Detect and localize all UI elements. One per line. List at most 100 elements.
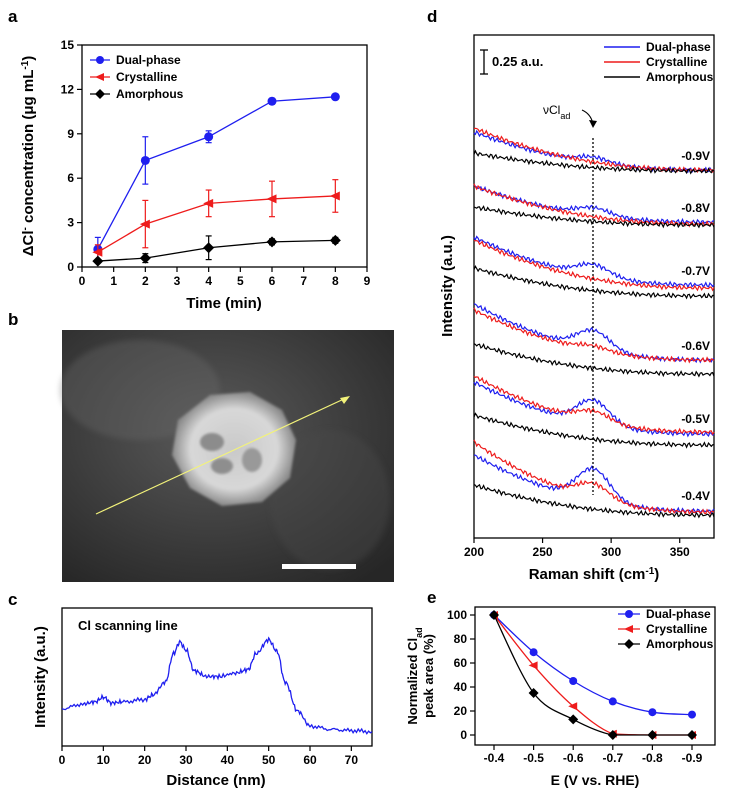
y-tick-label: 60 (454, 656, 468, 670)
x-tick-label: 200 (464, 545, 484, 559)
raman-spectrum (473, 439, 715, 516)
particle-dark-region (200, 433, 224, 451)
data-point (139, 219, 150, 229)
y-tick-label: 80 (454, 632, 468, 646)
x-tick-label: 10 (97, 753, 111, 767)
raman-spectrum (473, 342, 715, 378)
y-tick-label: 20 (454, 704, 468, 718)
panel-e-xlabel: E (V vs. RHE) (551, 772, 640, 788)
legend-label: Dual-phase (646, 607, 711, 621)
x-tick-label: 350 (670, 545, 690, 559)
data-point (528, 661, 538, 670)
panel-e-ylabel-line2: peak area (%) (421, 634, 436, 718)
y-tick-label: 0 (67, 260, 74, 274)
potential-label: -0.4V (681, 489, 710, 503)
x-tick-label: 40 (221, 753, 235, 767)
x-tick-label: 70 (345, 753, 359, 767)
raman-spectrum (473, 483, 715, 519)
y-tick-label: 40 (454, 680, 468, 694)
scan-line (95, 397, 347, 515)
particle-dark-region (242, 448, 262, 472)
panel-e-frame (474, 606, 716, 746)
scale-bar (282, 564, 356, 569)
background-patch (270, 430, 390, 570)
data-point (329, 191, 340, 201)
panel-label-e: e (427, 588, 436, 607)
panel-d-ylabel: Intensity (a.u.) (439, 235, 456, 337)
panel-c-chart: 0 10 20 30 40 50 60 70 Cl scanning line Distanc… (32, 607, 373, 789)
x-tick-label: 250 (533, 545, 553, 559)
x-tick-label: -0.5 (523, 751, 544, 765)
raman-spectrum (473, 264, 715, 300)
background-patch (60, 340, 220, 440)
panel-label-b: b (8, 310, 18, 329)
raman-spectrum (473, 412, 715, 449)
panel-a-frame (81, 44, 368, 268)
x-tick-label: 3 (174, 274, 181, 288)
x-tick-label: 300 (601, 545, 621, 559)
x-tick-label: 4 (205, 274, 212, 288)
panel-c-xlabel: Distance (nm) (166, 772, 265, 789)
y-tick-label: 3 (67, 216, 74, 230)
panel-c-frame (61, 607, 373, 747)
data-point (203, 198, 214, 208)
panel-e-ylabel-line1: Normalized Clad (405, 627, 424, 724)
scan-line-arrowhead (340, 396, 350, 404)
x-tick-label: 1 (110, 274, 117, 288)
nanoparticle (172, 392, 296, 506)
data-point (92, 255, 104, 267)
data-point (648, 708, 657, 717)
data-point (204, 132, 214, 142)
data-point (267, 96, 277, 106)
data-point (92, 247, 103, 257)
data-point (330, 92, 340, 102)
data-point (569, 677, 578, 685)
raman-spectrum (473, 239, 715, 292)
legend-marker (95, 73, 104, 81)
x-tick-label: 2 (142, 274, 149, 288)
cl-profile-line (61, 636, 373, 735)
annotation-arrowhead (589, 120, 597, 128)
x-tick-label: 7 (300, 274, 307, 288)
x-tick-label: 30 (179, 753, 193, 767)
x-tick-label: -0.6 (563, 751, 584, 765)
panel-c-title: Cl scanning line (78, 618, 178, 633)
legend-marker (95, 89, 105, 99)
x-tick-label: 5 (237, 274, 244, 288)
x-tick-label: 0 (59, 753, 66, 767)
raman-spectrum (473, 454, 715, 515)
panel-label-a: a (8, 7, 18, 26)
y-tick-label: 0 (460, 728, 467, 742)
raman-spectrum (473, 307, 715, 364)
data-point (529, 648, 538, 657)
x-tick-label: 6 (269, 274, 276, 288)
raman-spectrum (473, 129, 715, 174)
data-point (568, 714, 579, 725)
legend-marker (624, 625, 633, 633)
x-tick-label: -0.4 (484, 751, 505, 765)
raman-spectrum (473, 235, 715, 289)
data-point (329, 234, 341, 246)
x-tick-label: 20 (138, 753, 152, 767)
series-line (97, 96, 336, 250)
data-point (203, 242, 215, 254)
particle-dark-region (211, 458, 233, 474)
panel-d-frame (473, 34, 715, 539)
potential-label: -0.5V (681, 412, 710, 426)
panel-d-chart: 200 250 300 350 -0.9V -0.8V -0.7V -0.6V -0.5V -0… (439, 34, 715, 583)
data-point (528, 688, 539, 698)
potential-label: -0.9V (681, 149, 710, 163)
legend-label: Amorphous (646, 637, 714, 651)
x-tick-label: 50 (262, 753, 276, 767)
data-point (608, 697, 617, 706)
data-point (568, 702, 578, 711)
legend-label: Crystalline (646, 55, 708, 69)
data-point (139, 252, 151, 264)
panel-a-xlabel: Time (min) (186, 295, 262, 312)
legend-label: Amorphous (646, 70, 714, 84)
panel-b-micrograph (60, 330, 394, 582)
raman-spectrum (473, 184, 715, 226)
panel-e-chart: -0.4 -0.5 -0.6 -0.7 -0.8 -0.9 0 20 40 60 80 100 Dua… (405, 606, 716, 788)
data-point (266, 194, 277, 204)
